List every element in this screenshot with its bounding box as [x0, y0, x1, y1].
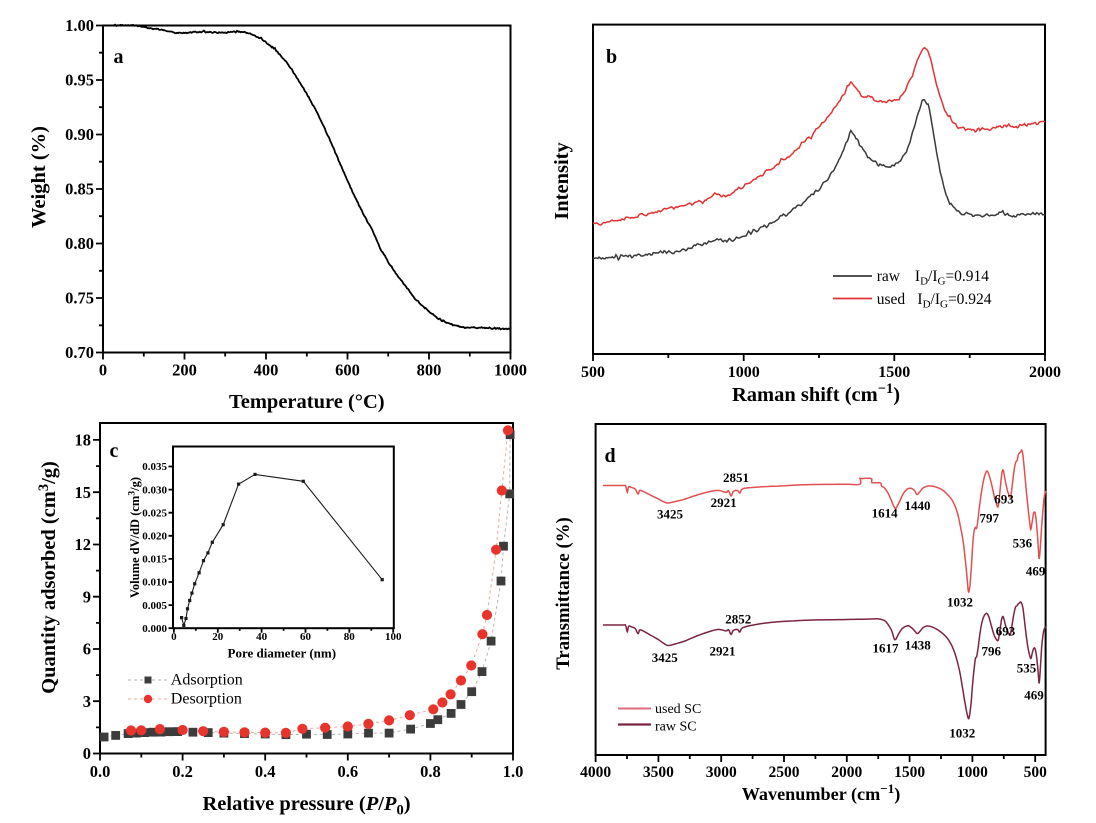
svg-text:40: 40: [256, 631, 268, 643]
svg-text:1500: 1500: [878, 364, 910, 381]
svg-text:80: 80: [344, 631, 356, 643]
svg-text:Volume dV/dD (cm3/g): Volume dV/dD (cm3/g): [128, 477, 143, 598]
svg-text:1000: 1000: [728, 364, 760, 381]
svg-text:1.00: 1.00: [65, 16, 94, 35]
svg-text:used: used: [877, 291, 906, 308]
svg-text:693: 693: [994, 492, 1014, 507]
svg-text:2851: 2851: [723, 470, 749, 485]
svg-text:2852: 2852: [725, 612, 751, 627]
svg-text:2000: 2000: [1029, 364, 1061, 381]
svg-text:0: 0: [99, 361, 107, 380]
svg-text:ID/IG=0.914: ID/IG=0.914: [915, 268, 989, 288]
svg-text:9: 9: [83, 587, 91, 606]
svg-text:0.85: 0.85: [65, 180, 94, 199]
svg-text:3: 3: [83, 692, 91, 711]
svg-text:Wavenumber (cm−1): Wavenumber (cm−1): [742, 781, 901, 805]
svg-text:18: 18: [75, 431, 92, 450]
svg-text:0.015: 0.015: [142, 554, 167, 566]
svg-text:60: 60: [300, 631, 312, 643]
svg-text:500: 500: [1024, 764, 1048, 781]
svg-text:469: 469: [1026, 564, 1046, 579]
svg-text:500: 500: [581, 364, 605, 381]
svg-text:2921: 2921: [710, 644, 736, 659]
svg-text:4000: 4000: [580, 764, 611, 781]
svg-text:1438: 1438: [905, 638, 932, 653]
svg-text:Desorption: Desorption: [171, 691, 242, 708]
svg-text:1000: 1000: [494, 361, 527, 380]
svg-text:1617: 1617: [873, 641, 900, 656]
svg-text:0.0: 0.0: [90, 762, 111, 781]
svg-text:3425: 3425: [657, 507, 684, 522]
svg-text:Quantity adsorbed (cm3/g): Quantity adsorbed (cm3/g): [36, 461, 60, 694]
svg-text:3425: 3425: [652, 650, 679, 665]
svg-text:0.005: 0.005: [142, 600, 167, 612]
svg-text:1032: 1032: [947, 595, 973, 610]
svg-text:d: d: [604, 445, 615, 467]
svg-text:535: 535: [1017, 661, 1037, 676]
svg-text:0.75: 0.75: [65, 289, 94, 308]
svg-text:2500: 2500: [769, 764, 800, 781]
svg-text:2921: 2921: [711, 495, 737, 510]
svg-text:800: 800: [417, 361, 442, 380]
svg-text:Transmittance (%): Transmittance (%): [553, 517, 574, 669]
svg-text:raw SC: raw SC: [655, 720, 697, 735]
svg-text:a: a: [114, 46, 124, 68]
svg-text:600: 600: [335, 361, 360, 380]
svg-text:Temperature (°C): Temperature (°C): [229, 391, 385, 413]
svg-text:0.025: 0.025: [142, 507, 167, 519]
svg-text:469: 469: [1024, 688, 1044, 703]
svg-text:0.2: 0.2: [172, 762, 193, 781]
svg-text:Raman shift (cm−1): Raman shift (cm−1): [732, 381, 900, 406]
svg-text:0.90: 0.90: [65, 125, 94, 144]
svg-text:0: 0: [171, 631, 177, 643]
svg-text:b: b: [606, 46, 617, 68]
svg-text:20: 20: [212, 631, 224, 643]
svg-text:1500: 1500: [894, 764, 925, 781]
svg-text:0.4: 0.4: [255, 762, 276, 781]
svg-text:0.95: 0.95: [65, 71, 94, 90]
svg-text:0.010: 0.010: [142, 577, 167, 589]
svg-text:0.80: 0.80: [65, 234, 94, 253]
svg-text:0.70: 0.70: [65, 343, 94, 362]
svg-text:100: 100: [385, 631, 402, 643]
svg-text:2000: 2000: [831, 764, 862, 781]
svg-text:200: 200: [172, 361, 197, 380]
svg-text:c: c: [110, 440, 119, 462]
svg-text:3000: 3000: [706, 764, 737, 781]
svg-text:3500: 3500: [643, 764, 674, 781]
svg-text:797: 797: [979, 511, 999, 526]
svg-text:796: 796: [982, 644, 1002, 659]
svg-text:536: 536: [1013, 536, 1033, 551]
svg-text:1440: 1440: [905, 498, 931, 513]
svg-text:0.000: 0.000: [142, 623, 167, 635]
svg-text:0.8: 0.8: [420, 762, 441, 781]
svg-text:1614: 1614: [872, 506, 899, 521]
svg-text:1.0: 1.0: [503, 762, 524, 781]
svg-text:Intensity: Intensity: [551, 142, 573, 220]
svg-text:0.030: 0.030: [142, 484, 167, 496]
svg-text:6: 6: [83, 640, 91, 659]
svg-text:0.6: 0.6: [337, 762, 358, 781]
svg-text:raw: raw: [877, 268, 901, 285]
svg-text:0.020: 0.020: [142, 531, 167, 543]
svg-text:0: 0: [83, 744, 91, 763]
svg-text:15: 15: [75, 483, 92, 502]
svg-text:0.035: 0.035: [142, 461, 167, 473]
svg-text:12: 12: [75, 535, 92, 554]
svg-text:1000: 1000: [957, 764, 988, 781]
svg-text:Relative pressure (P/P0): Relative pressure (P/P0): [202, 793, 410, 819]
svg-text:1032: 1032: [949, 726, 975, 741]
svg-text:ID/IG=0.924: ID/IG=0.924: [917, 291, 991, 311]
svg-text:Pore diameter (nm): Pore diameter (nm): [228, 646, 337, 661]
svg-text:Adsorption: Adsorption: [171, 672, 243, 689]
svg-text:400: 400: [254, 361, 279, 380]
svg-text:Weight (%): Weight (%): [28, 126, 50, 228]
svg-text:693: 693: [996, 624, 1016, 639]
svg-text:used SC: used SC: [655, 702, 701, 717]
